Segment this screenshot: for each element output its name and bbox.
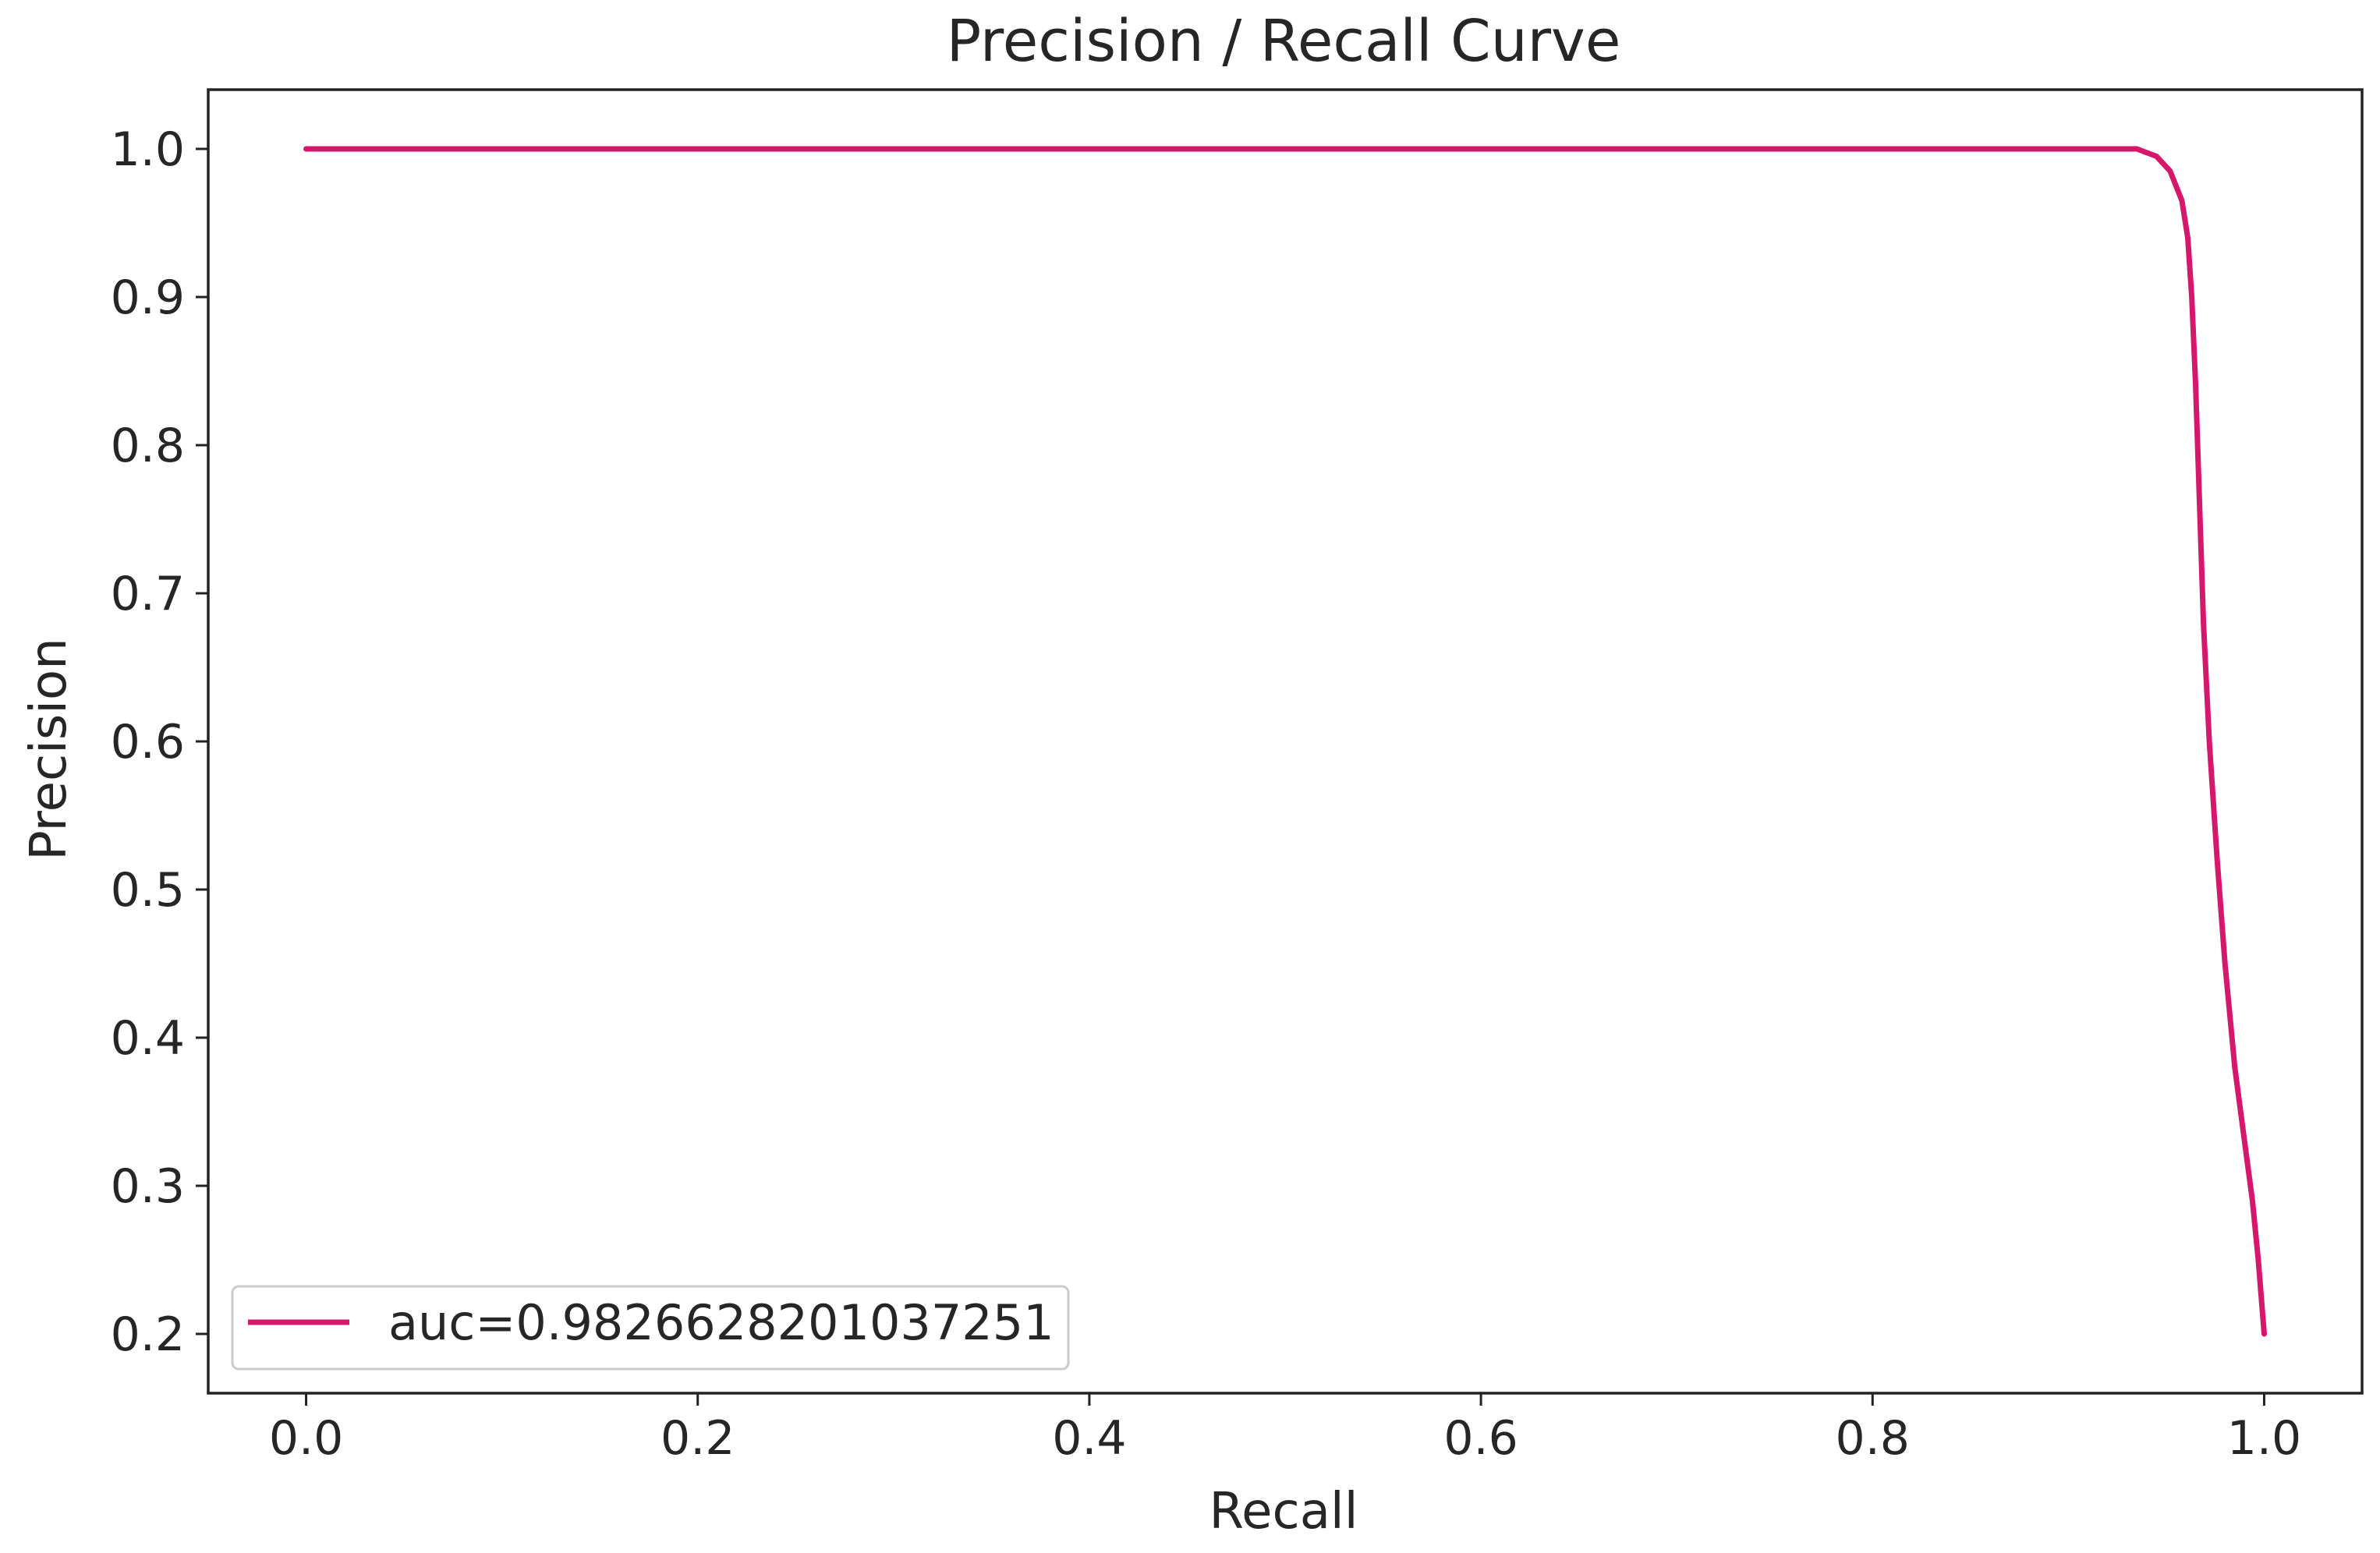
y-tick-label: 1.0 (111, 122, 185, 177)
y-tick-label: 0.9 (111, 271, 185, 325)
y-tick-label: 0.3 (111, 1159, 185, 1214)
x-tick-label: 0.2 (661, 1411, 735, 1466)
y-axis: 0.2 0.3 0.4 0.5 0.6 0.7 0.8 0.9 1.0 (111, 122, 208, 1362)
legend: auc=0.9826628201037251 (231, 1285, 1070, 1371)
legend-box (231, 1285, 1070, 1371)
y-tick-label: 0.2 (111, 1307, 185, 1362)
x-tick-label: 0.6 (1443, 1411, 1518, 1466)
x-tick-label: 0.8 (1836, 1411, 1910, 1466)
y-tick-label: 0.7 (111, 567, 185, 621)
y-tick-label: 0.4 (111, 1011, 185, 1066)
x-tick-label: 0.0 (269, 1411, 343, 1466)
chart-title: Precision / Recall Curve (947, 8, 1621, 75)
y-axis-title: Precision (20, 638, 78, 861)
y-tick-label: 0.6 (111, 715, 185, 769)
legend-label: auc=0.9826628201037251 (388, 1294, 1054, 1351)
series-line (303, 146, 2267, 1337)
x-axis: 0.0 0.2 0.4 0.6 0.8 1.0 (269, 1393, 2301, 1466)
y-tick-label: 0.5 (111, 863, 185, 918)
series-layer (303, 146, 2267, 1337)
x-tick-label: 1.0 (2227, 1411, 2301, 1466)
x-tick-label: 0.4 (1052, 1411, 1126, 1466)
plot-frame (207, 88, 2364, 1395)
x-axis-title: Recall (1209, 1483, 1358, 1541)
y-tick-label: 0.8 (111, 419, 185, 473)
plot-area (207, 88, 2364, 1395)
